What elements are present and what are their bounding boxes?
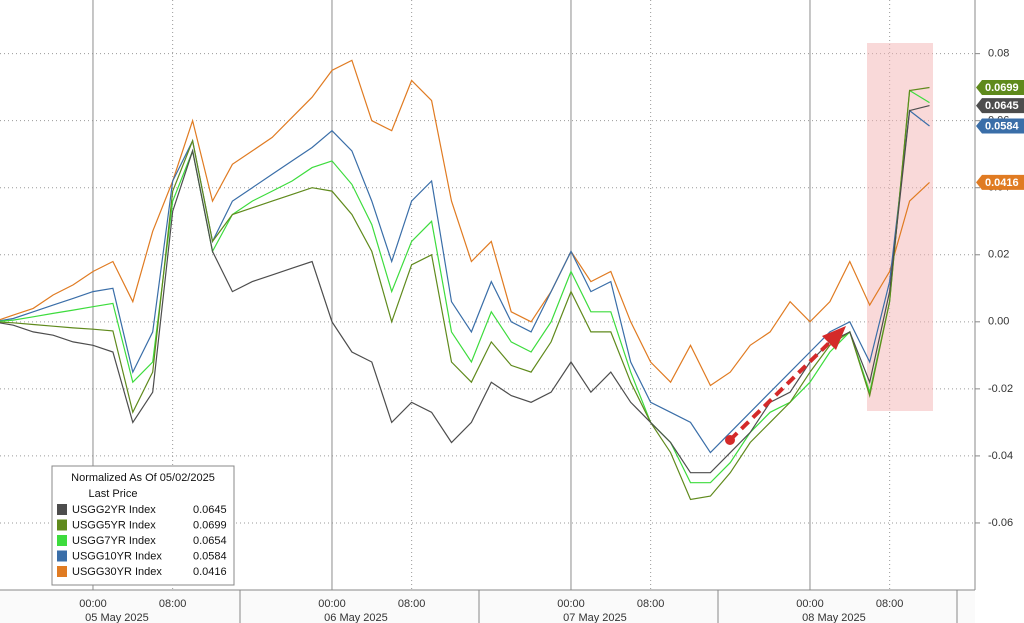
grid-layer bbox=[0, 0, 975, 590]
arrow-shaft bbox=[728, 338, 834, 442]
y-tick-label: 0.00 bbox=[988, 316, 1009, 328]
end-label: 0.0699 bbox=[985, 82, 1019, 94]
legend-value: 0.0416 bbox=[193, 566, 227, 578]
end-label: 0.0416 bbox=[985, 177, 1019, 189]
axis-layer: -0.06-0.04-0.020.000.020.040.060.0800:00… bbox=[79, 48, 1024, 623]
x-day-label: 07 May 2025 bbox=[563, 612, 627, 623]
legend-value: 0.0584 bbox=[193, 550, 227, 562]
end-label: 0.0584 bbox=[985, 120, 1020, 132]
legend-swatch bbox=[57, 519, 67, 531]
legend-label: USGG7YR Index bbox=[72, 535, 156, 547]
legend-value: 0.0654 bbox=[193, 535, 227, 547]
x-tick-label: 08:00 bbox=[398, 598, 426, 610]
legend-value: 0.0699 bbox=[193, 519, 227, 531]
x-axis-area bbox=[0, 590, 975, 623]
end-label-box bbox=[976, 98, 1024, 114]
legend-box bbox=[51, 465, 235, 586]
y-tick-label: -0.04 bbox=[988, 450, 1013, 462]
y-tick-label: 0.02 bbox=[988, 249, 1009, 261]
series-line bbox=[0, 89, 930, 484]
legend-label: USGG5YR Index bbox=[72, 519, 156, 531]
highlight-box bbox=[867, 43, 933, 411]
legend-label: USGG30YR Index bbox=[72, 566, 162, 578]
x-tick-label: 08:00 bbox=[159, 598, 187, 610]
arrow-head bbox=[822, 326, 846, 350]
x-tick-label: 00:00 bbox=[557, 598, 585, 610]
legend-rows: USGG2YR Index 0.0645 USGG5YR Index 0.0699 US… bbox=[57, 504, 227, 578]
x-tick-label: 08:00 bbox=[637, 598, 665, 610]
legend-swatch bbox=[57, 504, 67, 515]
x-tick-label: 00:00 bbox=[318, 598, 346, 610]
series-line bbox=[0, 105, 930, 474]
legend-subtitle: Last Price bbox=[89, 488, 138, 500]
y-tick-label: -0.02 bbox=[988, 383, 1013, 395]
legend-label: USGG10YR Index bbox=[72, 550, 162, 562]
legend-label: USGG2YR Index bbox=[72, 504, 156, 516]
x-day-label: 06 May 2025 bbox=[324, 612, 388, 623]
x-tick-label: 08:00 bbox=[876, 598, 904, 610]
arrow-tail bbox=[725, 435, 735, 445]
legend-swatch bbox=[57, 535, 67, 546]
x-tick-label: 00:00 bbox=[796, 598, 824, 610]
end-label: 0.0645 bbox=[985, 100, 1019, 112]
end-label-box bbox=[976, 174, 1024, 190]
legend: Normalized As Of 05/02/2025 Last Price U… bbox=[51, 465, 235, 586]
end-label-box bbox=[976, 79, 1024, 95]
series-line bbox=[0, 109, 930, 454]
x-tick-label: 00:00 bbox=[79, 598, 107, 610]
series-line bbox=[0, 86, 930, 501]
lines-layer bbox=[0, 59, 930, 501]
legend-title: Normalized As Of 05/02/2025 bbox=[71, 472, 215, 484]
x-day-label: 08 May 2025 bbox=[802, 612, 866, 623]
y-tick-label: -0.06 bbox=[988, 517, 1013, 529]
legend-swatch bbox=[57, 550, 67, 562]
series-line bbox=[0, 59, 930, 387]
x-day-label: 05 May 2025 bbox=[85, 612, 149, 623]
end-label-box bbox=[976, 118, 1024, 134]
legend-value: 0.0645 bbox=[193, 504, 227, 516]
y-tick-label: 0.08 bbox=[988, 48, 1009, 60]
trend-arrow bbox=[725, 326, 846, 445]
legend-swatch bbox=[57, 566, 67, 577]
